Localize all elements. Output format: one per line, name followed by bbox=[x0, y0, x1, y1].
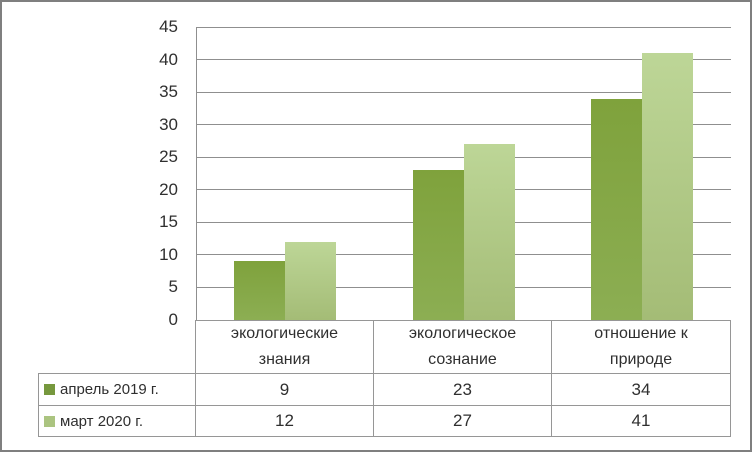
category-header-2: экологическое сознание bbox=[374, 320, 552, 374]
legend-label: март 2020 г. bbox=[60, 412, 144, 430]
y-axis-line bbox=[195, 27, 197, 320]
legend-item-1: апрель 2019 г. bbox=[38, 374, 196, 406]
category-header-1: экологические знания bbox=[196, 320, 374, 374]
y-axis-tick-label: 20 bbox=[159, 179, 178, 199]
bar-series1-cat2 bbox=[412, 170, 464, 320]
bar-series1-cat1 bbox=[234, 261, 286, 320]
value-series1-cat1: 9 bbox=[196, 374, 374, 406]
y-axis-tick-label: 35 bbox=[159, 82, 178, 102]
chart-data-table: экологические знания экологическое сознан… bbox=[38, 320, 731, 437]
bar-series2-cat3 bbox=[641, 53, 693, 320]
value-series1-cat3: 34 bbox=[552, 374, 731, 406]
y-axis-tick-label: 30 bbox=[159, 114, 178, 134]
y-axis-tick-label: 5 bbox=[168, 277, 178, 297]
y-axis-tick-label: 10 bbox=[159, 244, 178, 264]
legend-swatch-icon bbox=[44, 415, 55, 427]
bar-series1-cat3 bbox=[590, 98, 642, 320]
value-series2-cat2: 27 bbox=[374, 406, 552, 437]
gridline-40 bbox=[196, 59, 731, 61]
value-series1-cat2: 23 bbox=[374, 374, 552, 406]
table-corner-spacer bbox=[38, 320, 196, 374]
value-series2-cat3: 41 bbox=[552, 406, 731, 437]
y-axis-tick-label: 0 bbox=[168, 310, 178, 329]
y-axis-tick-label: 25 bbox=[159, 147, 178, 167]
legend-label: апрель 2019 г. bbox=[60, 381, 159, 398]
category-header-3: отношение к природе bbox=[552, 320, 731, 374]
value-series2-cat1: 12 bbox=[196, 406, 374, 437]
gridline-45 bbox=[196, 26, 731, 28]
y-axis-tick-label: 15 bbox=[159, 212, 178, 232]
bar-series2-cat2 bbox=[463, 144, 515, 320]
y-axis-tick-label: 40 bbox=[159, 49, 178, 69]
y-axis-tick-label: 45 bbox=[159, 17, 178, 36]
bar-series2-cat1 bbox=[285, 241, 337, 320]
legend-item-2: март 2020 г. bbox=[38, 406, 196, 437]
gridline-30 bbox=[196, 124, 731, 126]
gridline-35 bbox=[196, 91, 731, 93]
legend-swatch-icon bbox=[44, 384, 55, 395]
